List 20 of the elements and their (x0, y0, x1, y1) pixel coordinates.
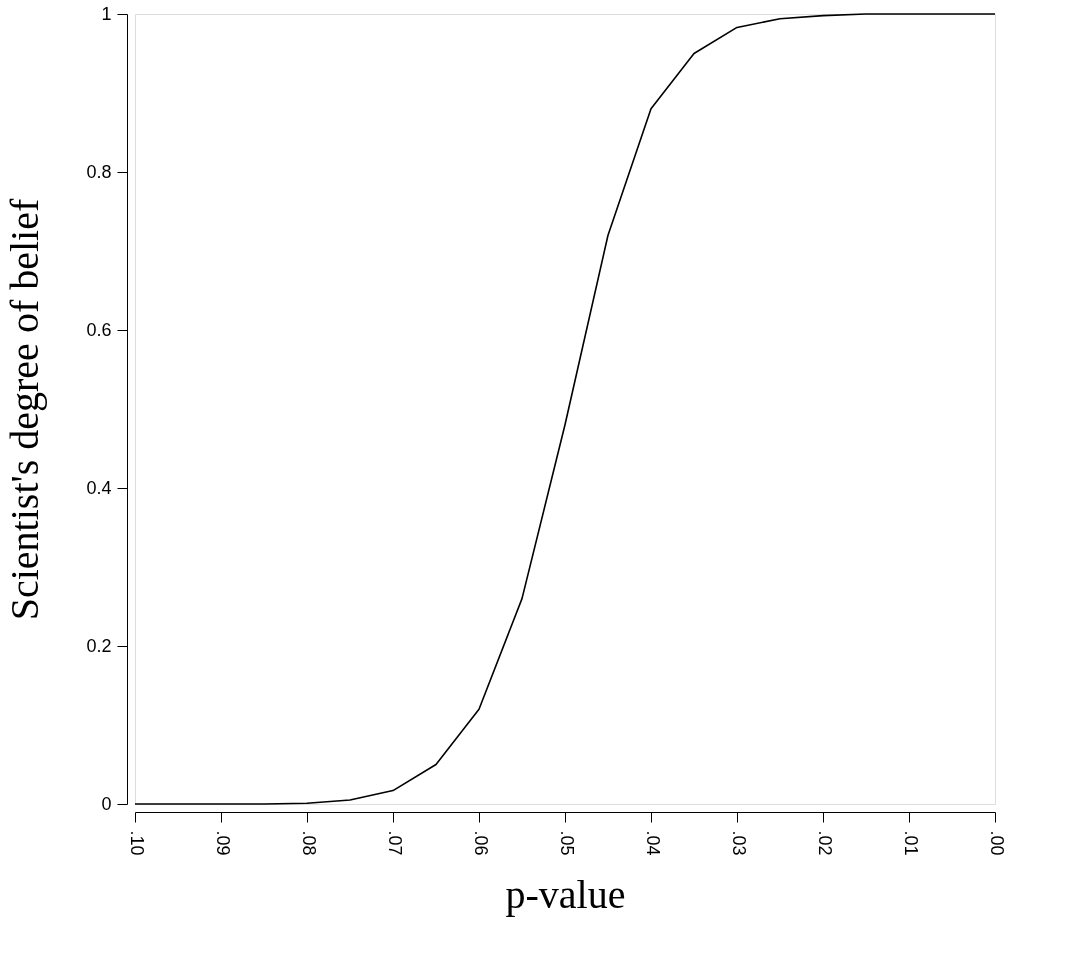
x-tick-label: .05 (556, 830, 577, 856)
y-tick-label: 1 (101, 3, 112, 24)
x-tick-label: .08 (298, 830, 319, 856)
x-tick-label: .07 (384, 830, 405, 856)
x-tick-label: .03 (728, 830, 749, 856)
x-tick-label: .02 (814, 830, 835, 856)
x-tick-label: .06 (470, 830, 491, 856)
y-tick-label: 0.4 (86, 477, 112, 498)
y-axis-title: Scientist's degree of belief (2, 198, 48, 621)
line-series (134, 13, 996, 805)
x-tick-label: .01 (900, 830, 921, 856)
y-tick-label: 0.8 (86, 161, 112, 182)
x-tick-label: .09 (212, 830, 233, 856)
x-tick-label: .04 (642, 830, 663, 856)
y-tick-label: 0 (101, 793, 112, 814)
x-tick-label: .10 (126, 830, 147, 856)
x-axis-title: p-value (505, 871, 626, 917)
x-tick-label: .00 (986, 830, 1007, 856)
y-tick-label: 0.6 (86, 319, 112, 340)
y-tick-label: 0.2 (86, 635, 112, 656)
